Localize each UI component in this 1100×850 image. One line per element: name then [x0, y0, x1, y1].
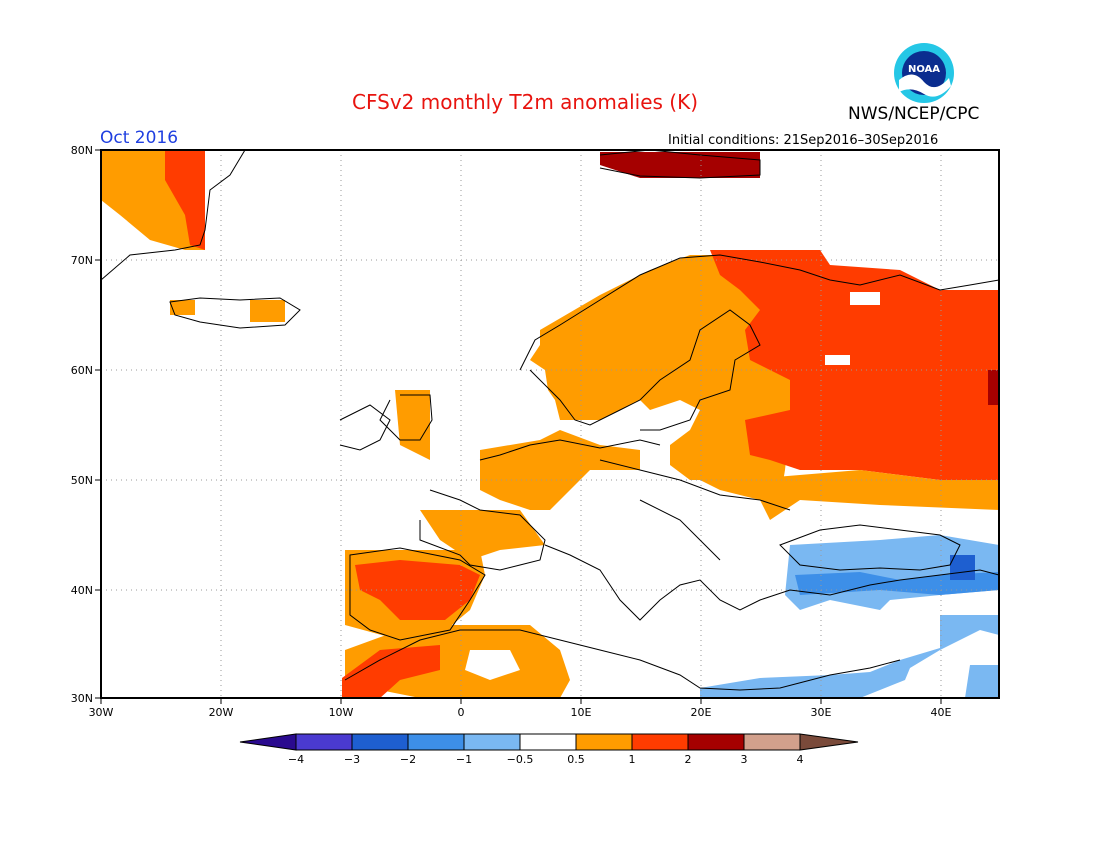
colorbar-label: 4	[797, 753, 804, 766]
map-title: CFSv2 monthly T2m anomalies (K)	[352, 90, 698, 114]
russia-white-gap-2	[825, 355, 850, 365]
ukraine-anomaly-region	[740, 470, 999, 520]
north-africa-anomaly-region	[345, 625, 570, 698]
colorbar-swatch	[743, 733, 801, 751]
western-europe-anomaly-region	[480, 430, 640, 510]
colorbar-label: 2	[685, 753, 692, 766]
morocco-warm-region	[342, 645, 440, 698]
arabia-cold-region	[965, 665, 999, 698]
lat-tick-label: 70N	[71, 254, 93, 267]
svalbard-anomaly-region	[600, 152, 760, 178]
forecast-month: Oct 2016	[100, 128, 179, 148]
france-anomaly-region	[420, 510, 545, 560]
colorbar-swatch	[519, 733, 577, 751]
colorbar-label: −3	[344, 753, 360, 766]
colorbar-swatch	[463, 733, 521, 751]
colorbar-swatch	[687, 733, 745, 751]
russia-deep-warm-region	[988, 370, 999, 405]
russia-anomaly-region	[710, 250, 999, 480]
lon-tick-label: 40E	[931, 706, 952, 719]
caucasus-cold-region	[950, 555, 975, 580]
lowlands-anomaly-region	[395, 390, 430, 460]
noaa-logo-icon: NOAA	[894, 43, 954, 103]
lat-tick-label: 80N	[71, 144, 93, 157]
coastlines	[100, 149, 1000, 691]
lat-tick-label: 60N	[71, 364, 93, 377]
colorbar-label: −2	[400, 753, 416, 766]
lon-tick-label: 10W	[329, 706, 354, 719]
colorbar-arrow-high	[799, 733, 859, 751]
lon-tick-label: 20E	[691, 706, 712, 719]
north-africa-white-gap	[465, 650, 520, 680]
agency-label: NWS/NCEP/CPC	[848, 104, 980, 124]
initial-conditions: Initial conditions: 21Sep2016–30Sep2016	[668, 133, 939, 148]
colorbar-label: −4	[288, 753, 304, 766]
lon-tick-label: 30W	[89, 706, 114, 719]
lat-tick-label: 30N	[71, 692, 93, 705]
greenland-warm-region	[165, 150, 205, 250]
iberia-warm-region	[355, 560, 480, 620]
colorbar-label: 3	[741, 753, 748, 766]
colorbar-swatch	[575, 733, 633, 751]
axis-ticks	[95, 149, 942, 704]
colorbar	[239, 733, 859, 751]
colorbar-swatch	[351, 733, 409, 751]
colorbar-swatch	[631, 733, 689, 751]
colorbar-label: −1	[456, 753, 472, 766]
colorbar-swatch	[407, 733, 465, 751]
logo-text: NOAA	[908, 64, 940, 75]
russia-white-gap-1	[850, 292, 880, 305]
iceland-anomaly-region	[170, 300, 195, 315]
colorbar-label: 0.5	[567, 753, 585, 766]
scandinavia-anomaly-region	[530, 255, 790, 500]
turkey-cold-region	[795, 572, 999, 595]
lon-tick-label: 20W	[209, 706, 234, 719]
colorbar-label: −0.5	[507, 753, 534, 766]
colorbar-swatch	[295, 733, 353, 751]
lat-tick-label: 40N	[71, 584, 93, 597]
colorbar-label: 1	[629, 753, 636, 766]
iceland-east-region	[250, 300, 285, 322]
colorbar-arrow-low	[239, 733, 297, 751]
lon-tick-label: 10E	[571, 706, 592, 719]
lon-tick-label: 0	[458, 706, 465, 719]
lat-tick-label: 50N	[71, 474, 93, 487]
lon-tick-label: 30E	[811, 706, 832, 719]
map-frame	[100, 149, 1000, 699]
